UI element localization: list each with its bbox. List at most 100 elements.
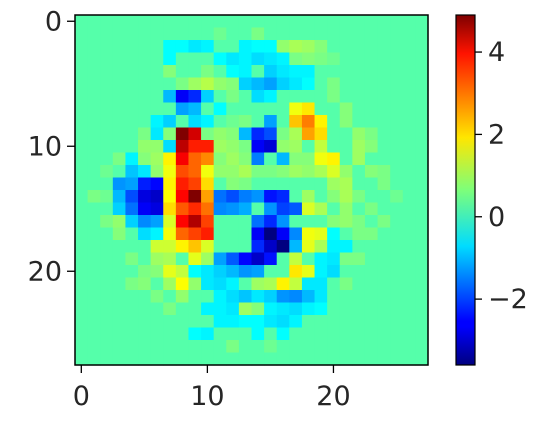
heatmap-cell bbox=[188, 140, 202, 154]
heatmap-cell bbox=[402, 240, 416, 254]
heatmap-cell bbox=[238, 77, 253, 91]
heatmap-cell bbox=[188, 65, 202, 79]
heatmap-cell bbox=[251, 177, 265, 191]
heatmap-cell bbox=[301, 27, 316, 41]
heatmap-cell bbox=[352, 27, 366, 41]
heatmap-cell bbox=[289, 165, 303, 179]
heatmap-cell bbox=[125, 115, 139, 129]
heatmap-cell bbox=[150, 52, 164, 66]
heatmap-cell bbox=[125, 202, 139, 216]
heatmap-cell bbox=[75, 252, 89, 266]
heatmap-cell bbox=[339, 340, 353, 354]
heatmap-cell bbox=[415, 252, 429, 266]
colorbar-tick-label: 0 bbox=[488, 202, 505, 233]
heatmap-cell bbox=[75, 40, 89, 54]
heatmap-cell bbox=[264, 327, 278, 341]
heatmap-cell bbox=[87, 227, 101, 241]
heatmap-cell bbox=[100, 290, 114, 304]
heatmap-cell bbox=[364, 40, 379, 54]
heatmap-cell bbox=[163, 65, 177, 79]
heatmap-cell bbox=[138, 115, 152, 129]
heatmap-cell bbox=[75, 302, 89, 316]
heatmap-cell bbox=[377, 152, 391, 166]
heatmap-cell bbox=[226, 15, 240, 29]
heatmap-cell bbox=[352, 327, 366, 341]
heatmap-cell bbox=[352, 127, 366, 141]
heatmap-cell bbox=[213, 27, 227, 41]
heatmap-cell bbox=[352, 190, 366, 204]
heatmap-cell bbox=[402, 177, 416, 191]
heatmap-cell bbox=[125, 227, 139, 241]
heatmap-cell bbox=[188, 102, 202, 116]
heatmap-cell bbox=[150, 202, 164, 216]
heatmap-cell bbox=[276, 115, 290, 129]
heatmap-cell bbox=[264, 352, 278, 366]
heatmap-cell bbox=[264, 102, 278, 116]
heatmap-cell bbox=[339, 302, 353, 316]
heatmap-cell bbox=[251, 52, 265, 66]
heatmap-cell bbox=[276, 302, 290, 316]
heatmap-cell bbox=[339, 265, 353, 279]
heatmap-cell bbox=[188, 115, 202, 129]
heatmap-cell bbox=[402, 40, 416, 54]
heatmap-cell bbox=[415, 215, 429, 229]
heatmap-cell bbox=[100, 15, 114, 29]
heatmap-cell bbox=[301, 52, 316, 66]
heatmap-cell bbox=[112, 315, 127, 329]
heatmap-cell bbox=[75, 277, 89, 291]
heatmap-cell bbox=[251, 127, 265, 141]
heatmap-cell bbox=[112, 140, 127, 154]
heatmap-cell bbox=[138, 27, 152, 41]
x-tick-label: 20 bbox=[316, 381, 350, 412]
heatmap-cell bbox=[138, 315, 152, 329]
heatmap-cell bbox=[327, 65, 341, 79]
heatmap-cell bbox=[201, 290, 215, 304]
heatmap-cell bbox=[276, 277, 290, 291]
heatmap-cell bbox=[75, 152, 89, 166]
heatmap-cell bbox=[289, 340, 303, 354]
heatmap-cell bbox=[238, 40, 253, 54]
heatmap-cell bbox=[75, 327, 89, 341]
heatmap-cell bbox=[188, 340, 202, 354]
heatmap-cell bbox=[289, 65, 303, 79]
heatmap-cell bbox=[125, 315, 139, 329]
heatmap-cell bbox=[238, 315, 253, 329]
heatmap-cell bbox=[390, 265, 404, 279]
heatmap-cell bbox=[301, 327, 316, 341]
heatmap-cell bbox=[163, 340, 177, 354]
heatmap-cell bbox=[289, 290, 303, 304]
heatmap-cell bbox=[238, 352, 253, 366]
heatmap-cell bbox=[201, 65, 215, 79]
heatmap-cell bbox=[276, 190, 290, 204]
heatmap-cell bbox=[314, 115, 328, 129]
heatmap-cell bbox=[150, 127, 164, 141]
heatmap-cell bbox=[138, 340, 152, 354]
heatmap-cell bbox=[364, 327, 379, 341]
heatmap-cell bbox=[138, 302, 152, 316]
heatmap-cell bbox=[175, 40, 190, 54]
heatmap-cell bbox=[251, 252, 265, 266]
heatmap-cell bbox=[364, 177, 379, 191]
heatmap-cell bbox=[150, 165, 164, 179]
heatmap-cell bbox=[201, 240, 215, 254]
heatmap-cell bbox=[100, 177, 114, 191]
heatmap-cell bbox=[264, 140, 278, 154]
heatmap-cell bbox=[100, 227, 114, 241]
heatmap-cell bbox=[289, 352, 303, 366]
heatmap-cell bbox=[251, 265, 265, 279]
heatmap-cell bbox=[226, 277, 240, 291]
heatmap-cell bbox=[163, 52, 177, 66]
heatmap-cell bbox=[87, 127, 101, 141]
heatmap-cell bbox=[100, 315, 114, 329]
heatmap-cell bbox=[125, 52, 139, 66]
heatmap-cell bbox=[87, 65, 101, 79]
heatmap-cell bbox=[125, 190, 139, 204]
heatmap-cell bbox=[100, 277, 114, 291]
heatmap-cell bbox=[201, 215, 215, 229]
heatmap-cell bbox=[213, 215, 227, 229]
heatmap-cell bbox=[226, 102, 240, 116]
heatmap-cell bbox=[112, 277, 127, 291]
heatmap-cell bbox=[251, 277, 265, 291]
heatmap-cell bbox=[314, 327, 328, 341]
heatmap-cell bbox=[188, 190, 202, 204]
